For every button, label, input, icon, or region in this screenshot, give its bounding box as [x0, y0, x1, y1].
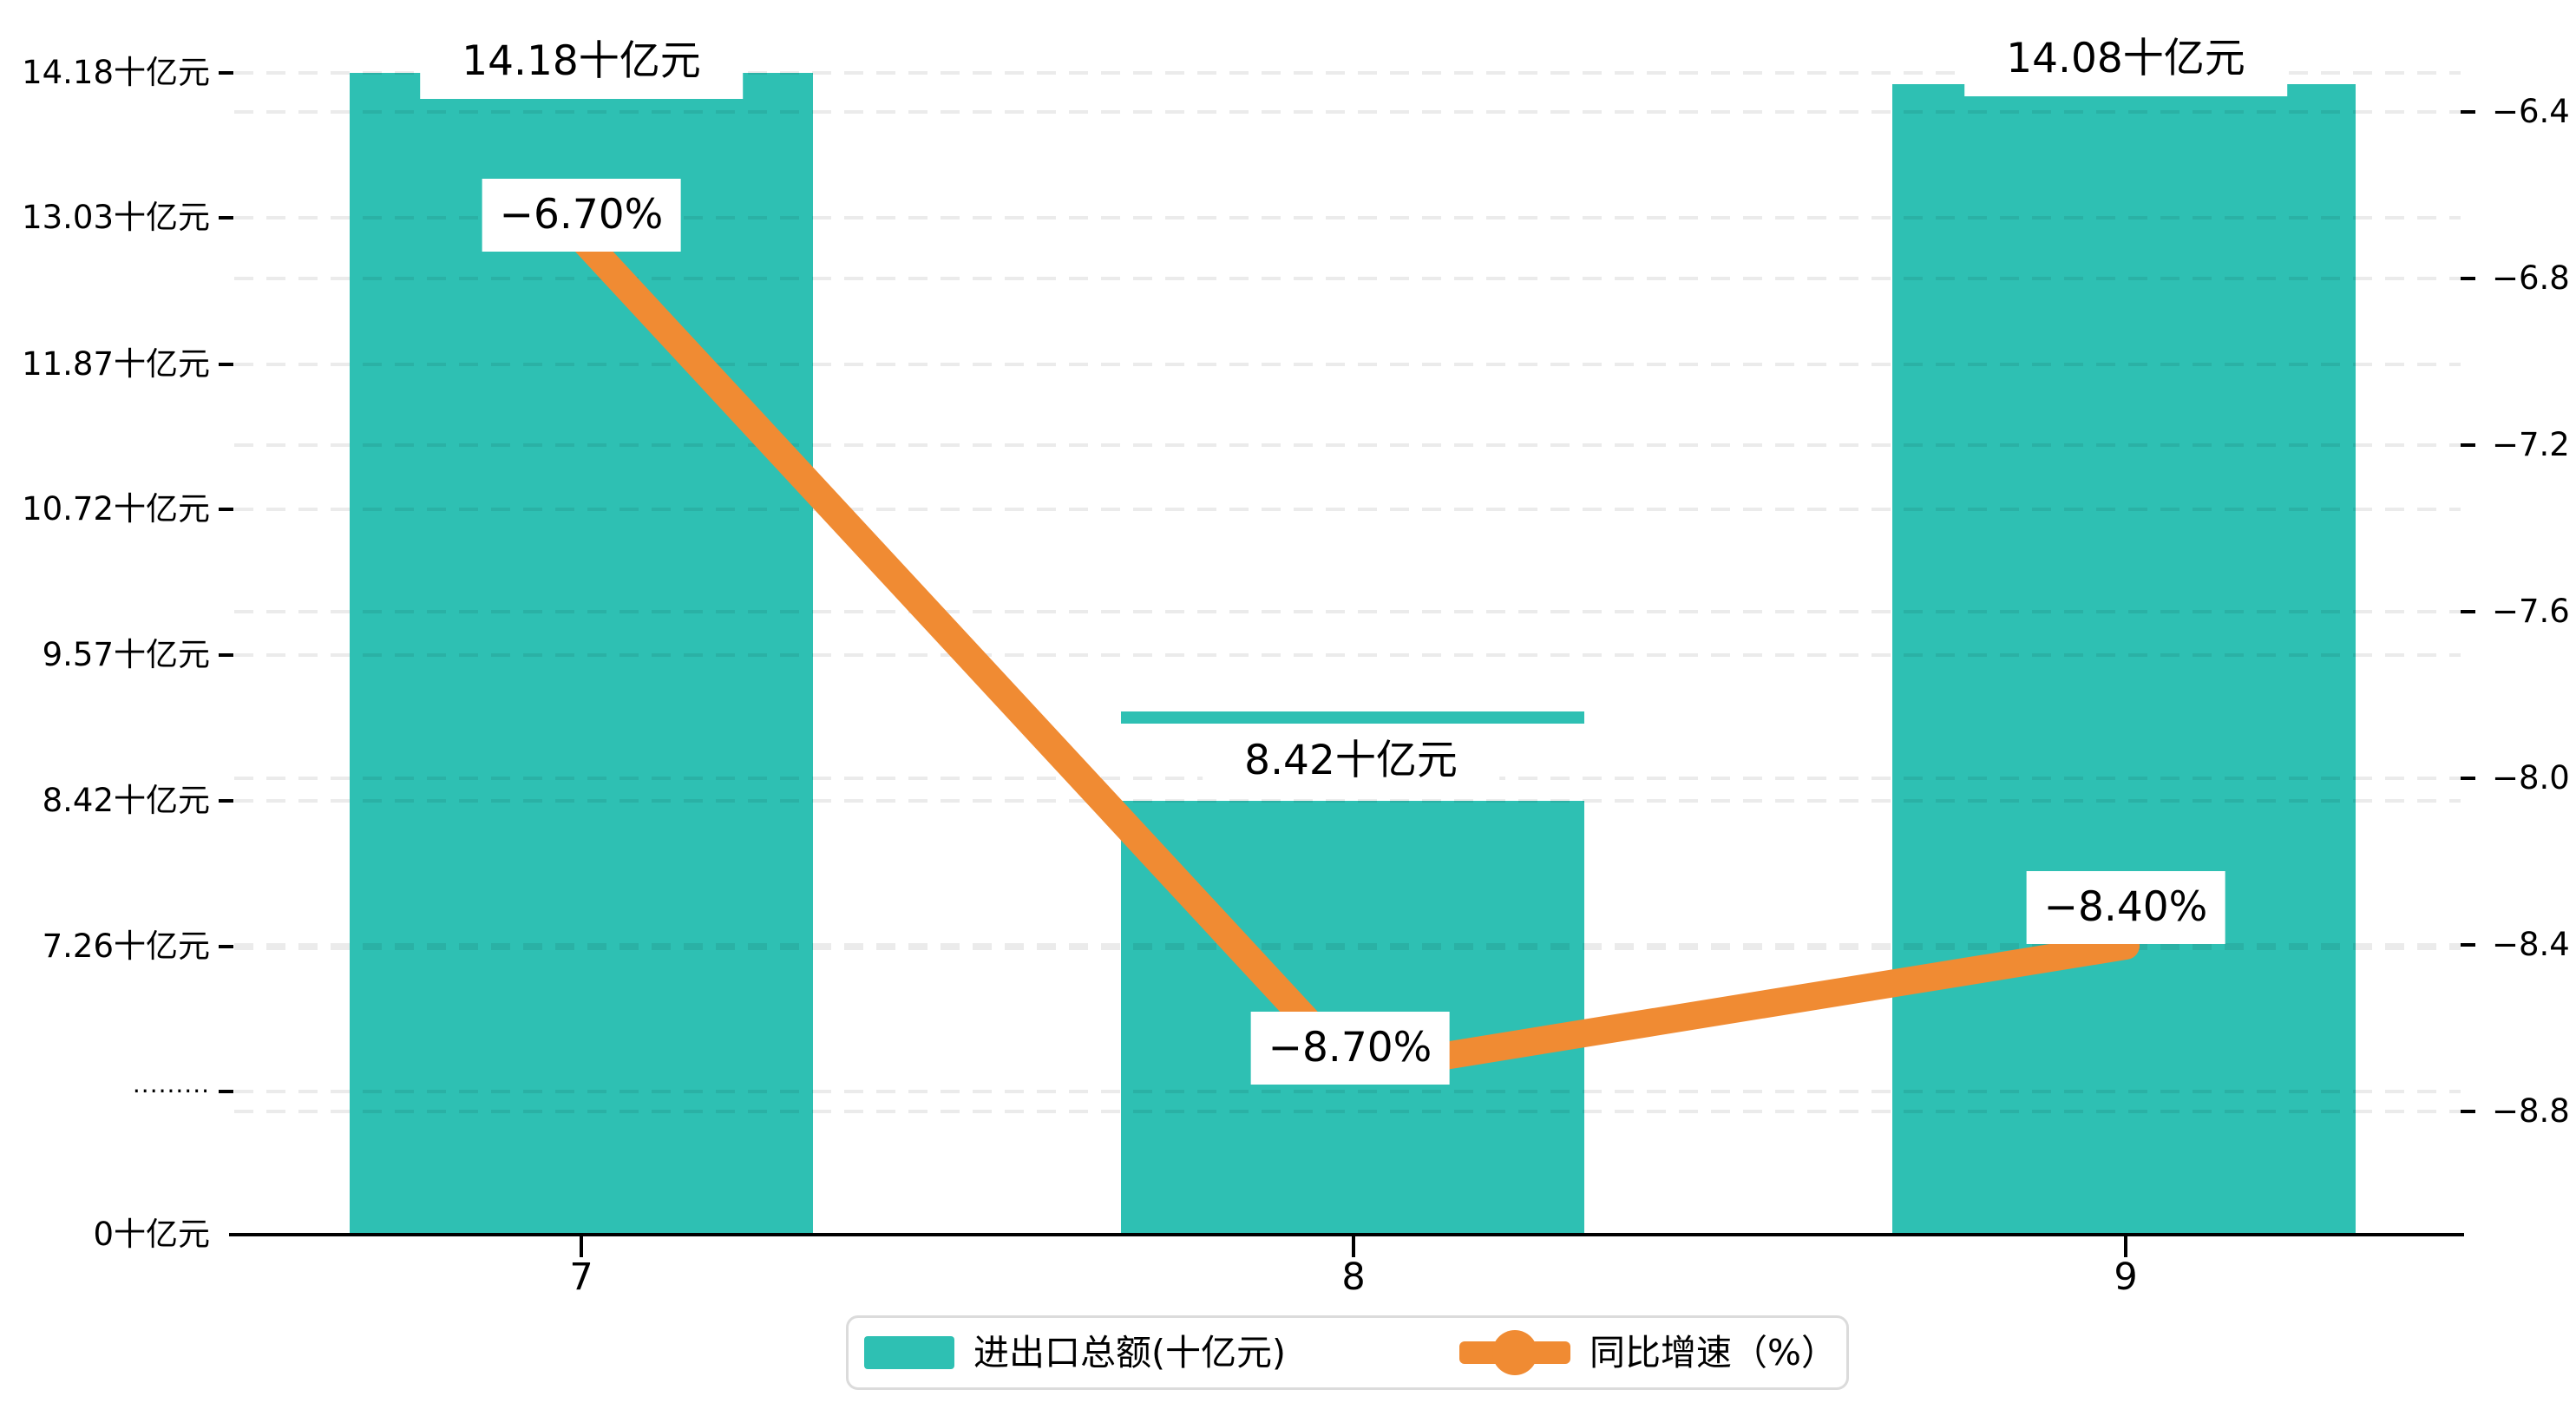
bar-series-swatch-icon	[864, 1336, 954, 1369]
right-axis-label: −8.4	[2492, 926, 2570, 963]
right-axis-label: −7.6	[2492, 593, 2570, 630]
left-axis-tick	[219, 799, 233, 803]
line-value-label-9: −8.40%	[2026, 871, 2225, 944]
legend: 进出口总额(十亿元) 同比增速（%）	[846, 1315, 1849, 1390]
left-axis-label: 8.42十亿元	[42, 782, 210, 819]
gridline	[234, 443, 2461, 447]
right-axis-tick	[2461, 777, 2475, 780]
bar-month-8-cap-strip	[1121, 711, 1584, 724]
gridline	[234, 943, 2461, 947]
legend-item-bar-series[interactable]: 进出口总额(十亿元)	[849, 1332, 1286, 1373]
x-axis-label-7: 7	[569, 1255, 593, 1299]
x-tick-8	[1352, 1236, 1355, 1257]
right-axis-tick	[2461, 443, 2475, 447]
left-axis-tick	[219, 216, 233, 220]
bar-month-9[interactable]	[1892, 84, 2356, 1235]
gridline	[234, 1110, 2461, 1113]
bar-value-label-7: 14.18十亿元	[420, 24, 743, 99]
left-axis-label: 0十亿元	[93, 1216, 210, 1253]
bar-value-label-9: 14.08十亿元	[1964, 22, 2287, 96]
right-axis-label: −7.2	[2492, 426, 2570, 463]
right-axis-tick	[2461, 110, 2475, 114]
x-tick-9	[2124, 1236, 2127, 1257]
right-axis-label: −6.8	[2492, 259, 2570, 297]
bar-month-7[interactable]	[350, 73, 813, 1235]
gridline	[234, 653, 2461, 657]
left-axis-label: 13.03十亿元	[22, 199, 210, 236]
left-axis-tick	[219, 508, 233, 511]
x-axis-label-8: 8	[1341, 1255, 1366, 1299]
right-axis-tick	[2461, 610, 2475, 613]
left-axis-label: 11.87十亿元	[22, 345, 210, 383]
right-axis-label: −8.0	[2492, 759, 2570, 796]
gridline	[234, 1090, 2461, 1093]
left-axis-label: 7.26十亿元	[42, 928, 210, 965]
gridline	[234, 110, 2461, 114]
gridline	[234, 947, 2461, 950]
gridline	[234, 277, 2461, 280]
left-axis-label: 10.72十亿元	[22, 490, 210, 528]
legend-label-bar-series: 进出口总额(十亿元)	[973, 1332, 1286, 1373]
right-axis-label: −6.4	[2492, 93, 2570, 130]
right-axis-tick	[2461, 1110, 2475, 1113]
line-value-label-8: −8.70%	[1250, 1012, 1450, 1085]
left-axis-tick	[219, 945, 233, 948]
x-tick-7	[580, 1236, 583, 1257]
right-axis-label: −8.8	[2492, 1092, 2570, 1130]
left-axis-label: 14.18十亿元	[22, 54, 210, 91]
gridline	[234, 363, 2461, 366]
gridline	[234, 799, 2461, 803]
line-series-marker-icon	[1459, 1330, 1570, 1375]
left-axis-break-marker: ·········	[132, 1077, 210, 1105]
legend-item-line-series[interactable]: 同比增速（%）	[1286, 1330, 1837, 1375]
gridline	[234, 216, 2461, 220]
line-value-label-7: −6.70%	[482, 179, 681, 252]
bar-value-label-8: 8.42十亿元	[1203, 724, 1499, 798]
gridline	[234, 508, 2461, 511]
left-axis-tick	[219, 71, 233, 75]
right-axis-tick	[2461, 277, 2475, 280]
x-axis-label-9: 9	[2114, 1255, 2138, 1299]
legend-label-line-series: 同比增速（%）	[1590, 1332, 1837, 1373]
left-axis-tick	[219, 1090, 233, 1093]
gridline	[234, 71, 2461, 75]
gridline	[234, 610, 2461, 613]
left-axis-tick	[219, 653, 233, 657]
left-axis-tick	[219, 363, 233, 366]
left-axis-label: 9.57十亿元	[42, 636, 210, 673]
x-axis-line	[229, 1233, 2464, 1236]
right-axis-tick	[2461, 943, 2475, 947]
